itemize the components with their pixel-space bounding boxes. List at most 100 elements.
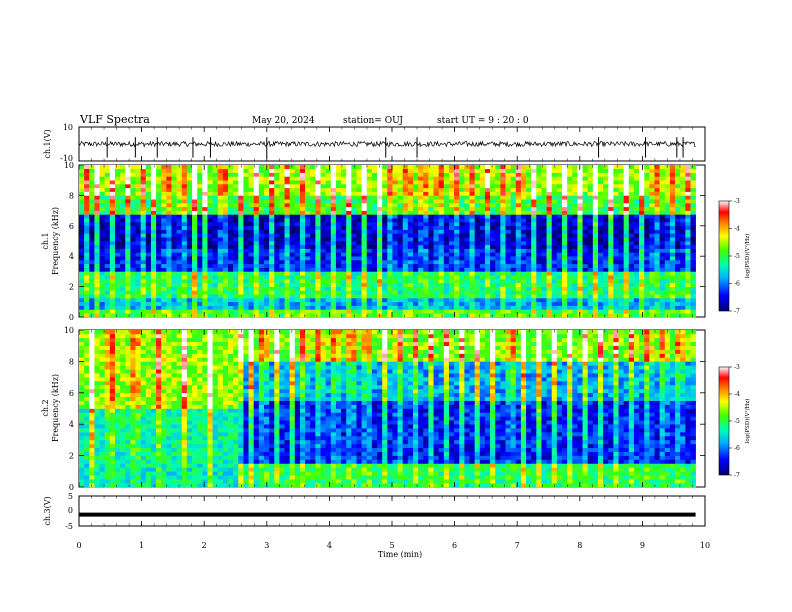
spectrogram-cell <box>459 229 465 234</box>
spectrogram-cell <box>284 218 290 223</box>
spectrogram-cell <box>382 222 388 227</box>
spectrogram-cell <box>279 229 285 234</box>
spectrogram-cell <box>469 282 475 287</box>
spectrogram-cell <box>680 218 686 223</box>
spectrogram-cell <box>294 176 301 181</box>
spectrogram-cell <box>484 210 491 215</box>
spectrogram-cell <box>222 229 229 234</box>
spectrogram-cell <box>454 294 460 299</box>
spectrogram-cell <box>623 199 630 204</box>
spectrogram-cell <box>397 233 404 238</box>
spectrogram-cell <box>649 203 655 208</box>
spectrogram-cell <box>299 286 306 291</box>
spectrogram-cell <box>402 206 409 211</box>
spectrogram-cell <box>84 400 90 405</box>
spectrogram-cell <box>217 309 224 314</box>
spectrogram-cell <box>294 199 301 204</box>
spectrogram-cell <box>454 184 460 189</box>
spectrogram-cell <box>150 282 157 287</box>
spectrogram-cell <box>114 214 121 219</box>
spectrogram-cell <box>664 237 671 242</box>
spectrogram-cell <box>330 184 337 189</box>
spectrogram-cell <box>109 241 116 246</box>
spectrogram-cell <box>479 172 486 177</box>
spectrogram-cell <box>654 305 660 310</box>
spectrogram-cell <box>669 313 676 318</box>
spectrogram-cell <box>464 267 470 272</box>
spectrogram-cell <box>572 290 578 295</box>
spectrogram-cell <box>135 301 141 306</box>
spectrogram-cell <box>150 199 157 204</box>
spectrogram-cell <box>438 248 445 253</box>
spectrogram-cell <box>166 256 172 261</box>
spectrogram-cell <box>526 210 532 215</box>
spectrogram-cell <box>484 260 491 265</box>
spectrogram-cell <box>654 168 660 173</box>
spectrogram-cell <box>459 180 465 185</box>
spectrogram-cell <box>479 305 486 310</box>
spectrogram-cell <box>125 199 131 204</box>
spectrogram-cell <box>263 301 270 306</box>
spectrogram-cell <box>433 279 439 284</box>
spectrogram-cell <box>99 309 105 314</box>
spectrogram-cell <box>459 206 465 211</box>
spectrogram-cell <box>649 210 655 215</box>
spectrogram-cell <box>597 309 604 314</box>
spectrogram-cell <box>669 286 676 291</box>
spectrogram-cell <box>315 275 321 280</box>
spectrogram-cell <box>171 214 177 219</box>
spectrogram-cell <box>505 172 511 177</box>
spectrogram-cell <box>536 271 542 276</box>
spectrogram-cell <box>150 290 157 295</box>
spectrogram-cell <box>654 176 660 181</box>
spectrogram-cell <box>639 165 645 170</box>
spectrogram-cell <box>238 172 244 177</box>
spectrogram-cell <box>448 214 455 219</box>
spectrogram-cell <box>582 309 588 314</box>
spectrogram-cell <box>649 263 655 268</box>
spectrogram-cell <box>341 176 347 181</box>
spectrogram-cell <box>346 195 352 200</box>
spectrogram-cell <box>418 279 424 284</box>
spectrogram-cell <box>618 187 624 192</box>
spectrogram-cell <box>114 298 121 303</box>
spectrogram-cell <box>454 256 460 261</box>
spectrogram-cell <box>130 282 136 287</box>
spectrogram-cell <box>608 294 614 299</box>
spectrogram-cell <box>366 260 373 265</box>
spectrogram-cell <box>171 233 177 238</box>
spectrogram-cell <box>690 282 696 287</box>
spectrogram-cell <box>305 184 311 189</box>
spectrogram-cell <box>551 210 558 215</box>
spectrogram-cell <box>197 195 203 200</box>
spectrogram-cell <box>387 298 393 303</box>
spectrogram-cell <box>299 165 306 170</box>
spectrogram-cell <box>423 260 429 265</box>
spectrogram-cell <box>284 229 290 234</box>
spectrogram-cell <box>228 184 234 189</box>
spectrogram-cell <box>664 199 671 204</box>
spectrogram-cell <box>541 203 547 208</box>
spectrogram-cell <box>135 275 141 280</box>
spectrogram-cell <box>361 279 368 284</box>
spectrogram-cell <box>228 199 234 204</box>
spectrogram-cell <box>479 168 486 173</box>
spectrogram-cell <box>320 187 326 192</box>
spectrogram-cell <box>490 256 496 261</box>
spectrogram-cell <box>181 237 188 242</box>
spectrogram-cell <box>551 233 558 238</box>
spectrogram-cell <box>120 168 126 173</box>
spectrogram-cell <box>402 172 409 177</box>
spectrogram-cell <box>89 184 95 189</box>
spectrogram-cell <box>156 290 162 295</box>
spectrogram-cell <box>84 475 90 480</box>
spectrogram-cell <box>248 248 255 253</box>
spectrogram-cell <box>361 199 368 204</box>
spectrogram-cell <box>428 191 434 196</box>
spectrogram-cell <box>423 282 429 287</box>
spectrogram-cell <box>448 305 455 310</box>
spectrogram-cell <box>135 225 141 230</box>
spectrogram-cell <box>675 301 681 306</box>
spectrogram-cell <box>192 168 198 173</box>
spectrogram-cell <box>459 199 465 204</box>
